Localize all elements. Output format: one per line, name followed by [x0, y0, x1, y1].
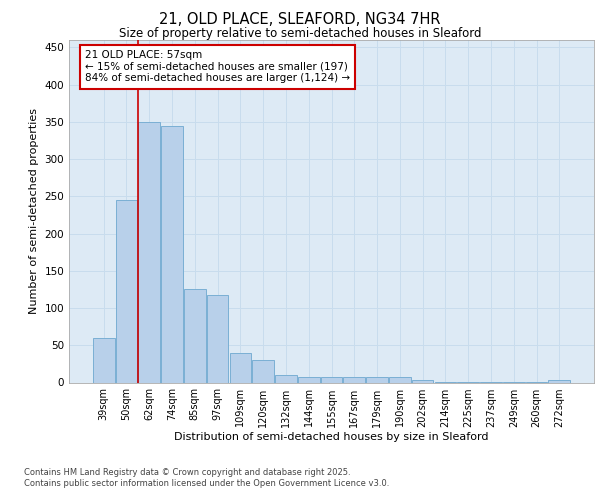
Bar: [161, 126, 183, 382]
Bar: [139, 122, 160, 382]
Bar: [275, 375, 297, 382]
Bar: [116, 200, 137, 382]
Bar: [298, 378, 320, 382]
Bar: [412, 380, 433, 382]
Bar: [366, 376, 388, 382]
Y-axis label: Number of semi-detached properties: Number of semi-detached properties: [29, 108, 39, 314]
Bar: [93, 338, 115, 382]
Bar: [184, 290, 206, 382]
Text: Size of property relative to semi-detached houses in Sleaford: Size of property relative to semi-detach…: [119, 28, 481, 40]
Bar: [230, 352, 251, 382]
X-axis label: Distribution of semi-detached houses by size in Sleaford: Distribution of semi-detached houses by …: [174, 432, 489, 442]
Text: 21 OLD PLACE: 57sqm
← 15% of semi-detached houses are smaller (197)
84% of semi-: 21 OLD PLACE: 57sqm ← 15% of semi-detach…: [85, 50, 350, 84]
Text: Contains HM Land Registry data © Crown copyright and database right 2025.
Contai: Contains HM Land Registry data © Crown c…: [24, 468, 389, 487]
Bar: [548, 380, 570, 382]
Bar: [389, 376, 410, 382]
Text: 21, OLD PLACE, SLEAFORD, NG34 7HR: 21, OLD PLACE, SLEAFORD, NG34 7HR: [159, 12, 441, 28]
Bar: [343, 378, 365, 382]
Bar: [207, 294, 229, 382]
Bar: [253, 360, 274, 382]
Bar: [320, 378, 343, 382]
